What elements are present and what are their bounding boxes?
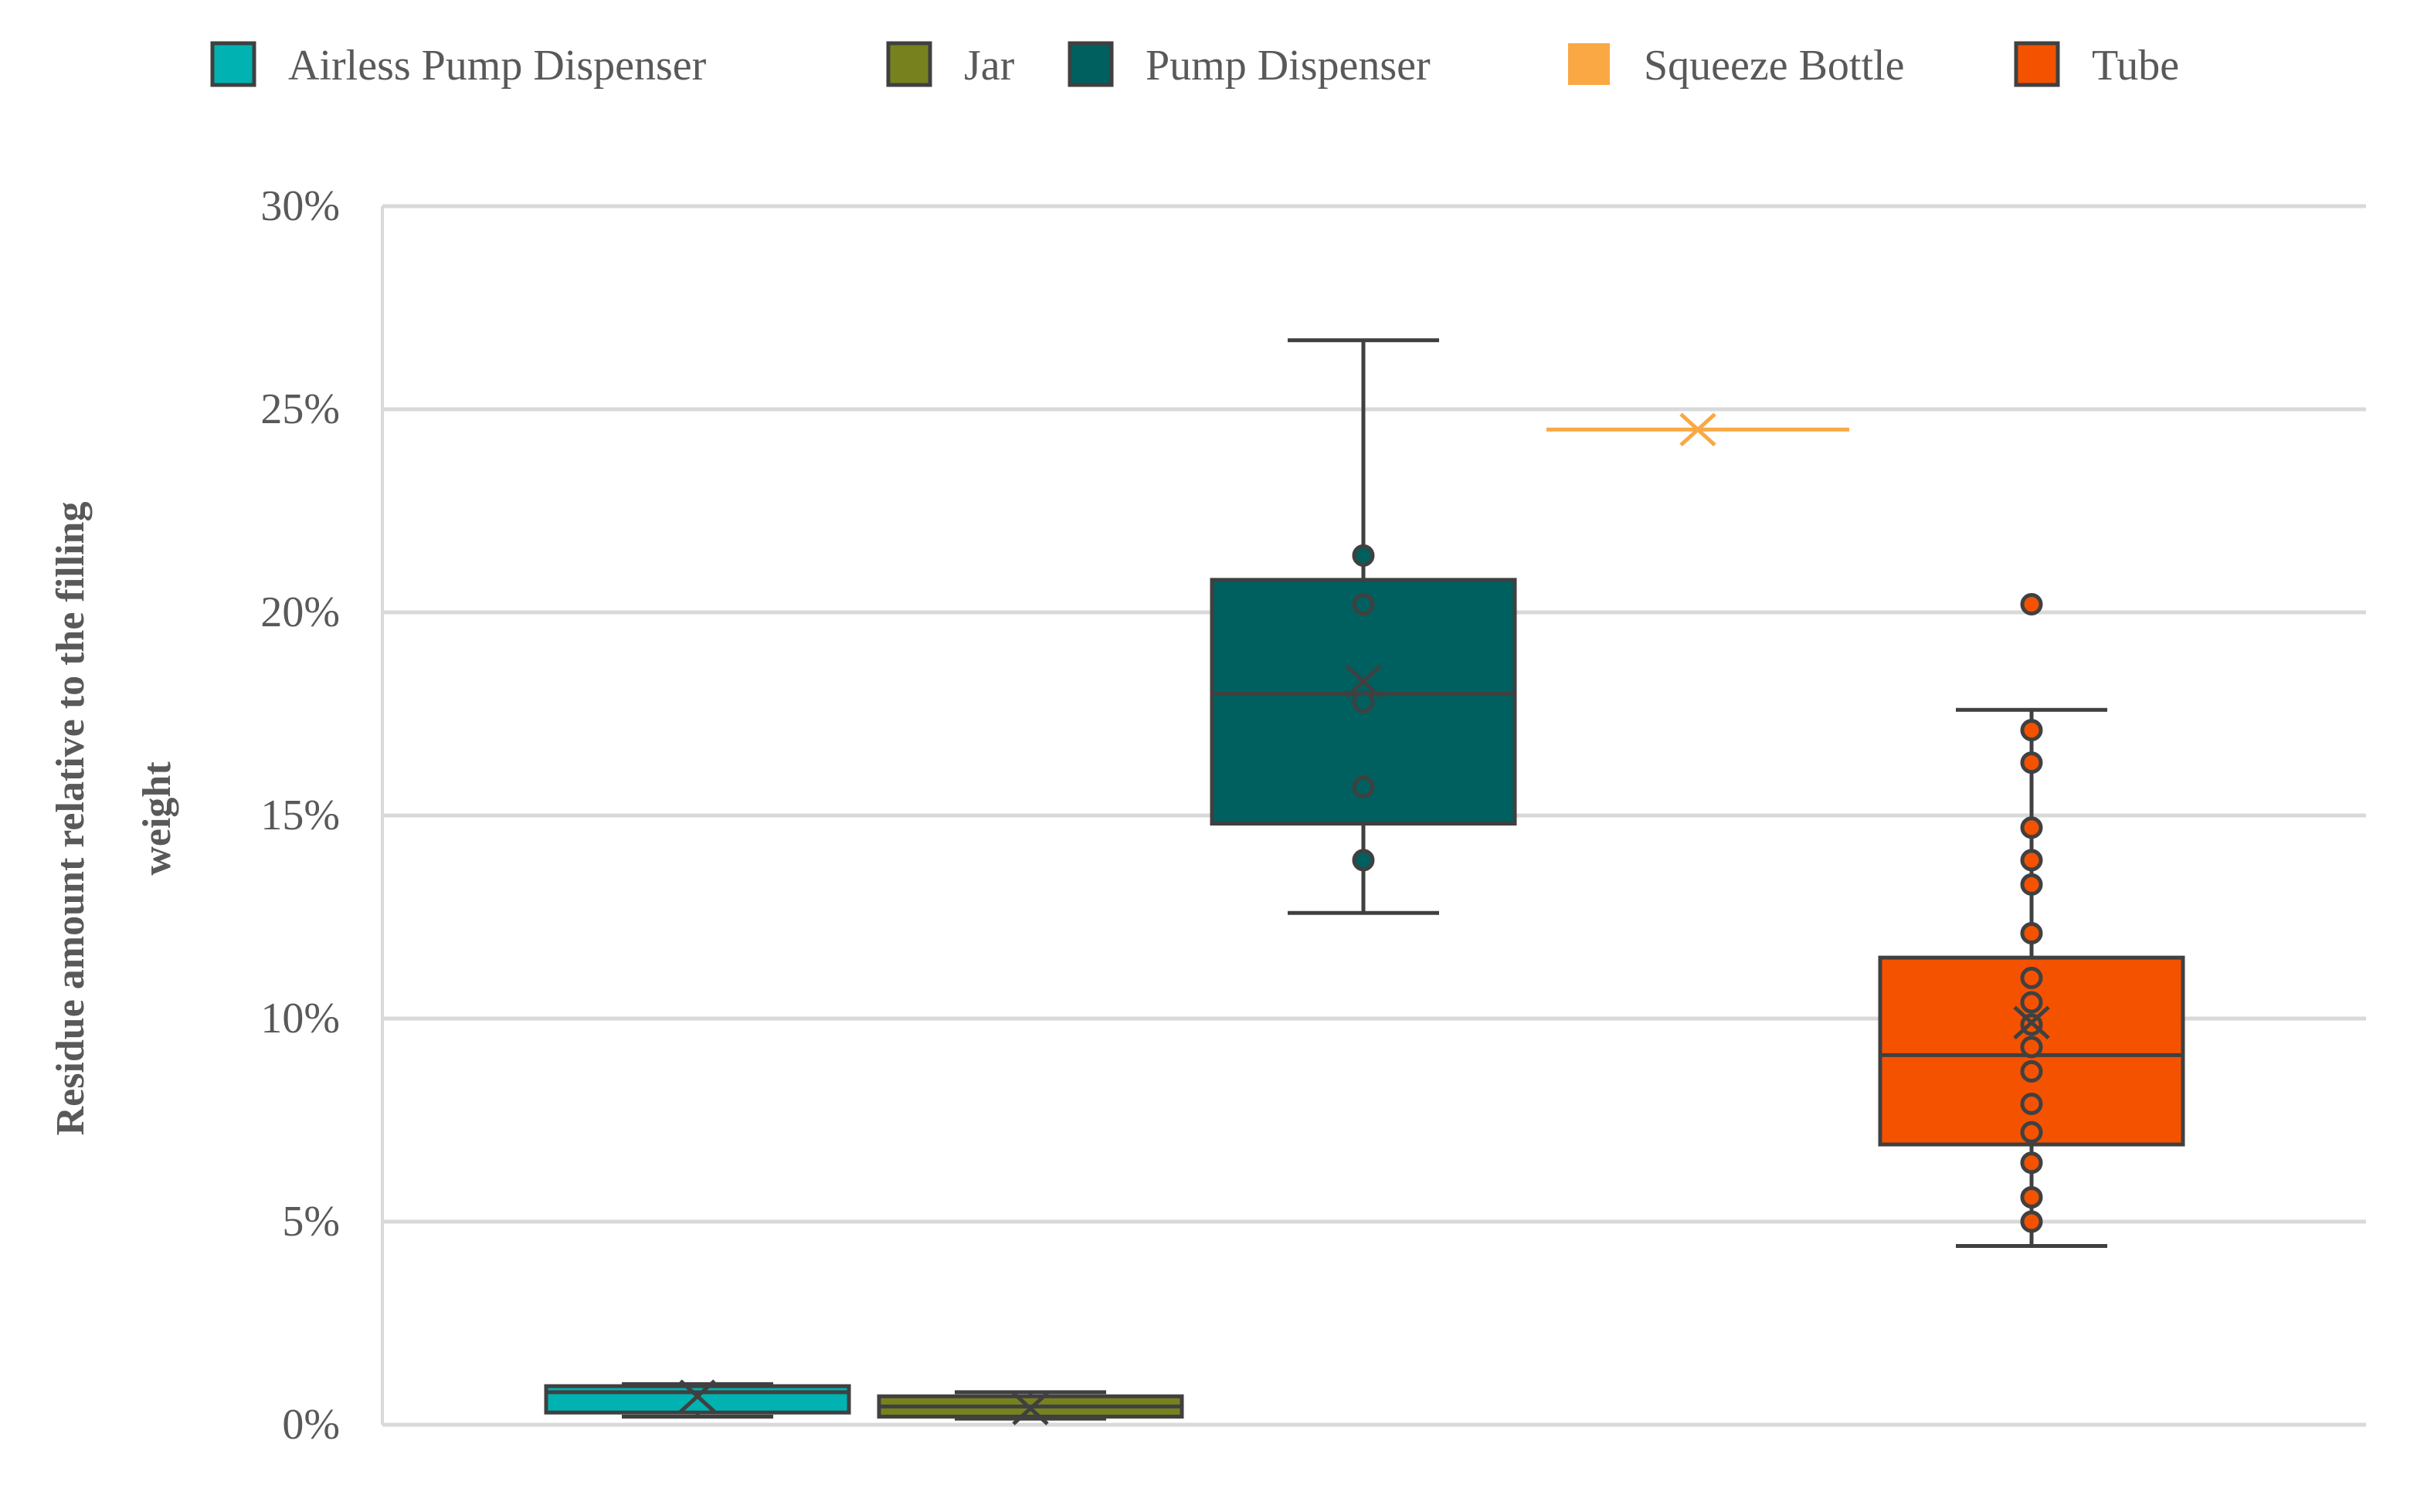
y-tick-label: 25% [260,385,340,433]
y-tick-label: 10% [260,995,340,1042]
data-point [1352,544,1375,567]
legend-label: Squeeze Bottle [1644,42,1904,90]
data-point [2020,816,2043,839]
box-body [544,1384,851,1415]
y-tick-label: 20% [260,588,340,636]
legend-swatch [1568,43,1610,85]
data-point [2020,991,2043,1014]
mean-marker [1012,1392,1049,1426]
data-point [1352,690,1375,714]
data-point [1352,775,1375,798]
data-point [2020,966,2043,989]
box-jar [877,1390,1184,1426]
legend-item-squeeze-bottle: Squeeze Bottle [1568,42,1904,90]
y-tick-label: 15% [260,792,340,839]
data-point [2020,1059,2043,1083]
data-point [2020,1036,2043,1059]
box-tube [1878,592,2185,1249]
y-tick-label: 5% [282,1198,340,1246]
data-point [2020,873,2043,896]
data-point [2020,592,2043,615]
legend-item-pump-dispenser: Pump Dispenser [1068,41,1431,90]
legend-swatch [210,41,256,87]
legend-swatch [2014,41,2060,87]
legend-item-airless-pump-dispenser: Airless Pump Dispenser [210,41,707,90]
legend-item-tube: Tube [2014,41,2179,90]
mean-marker [1345,664,1382,699]
data-point [2020,922,2043,945]
legend-label: Jar [964,42,1015,90]
y-axis-title-line-2: weight [135,761,179,876]
legend-label: Airless Pump Dispenser [288,42,707,90]
mean-marker [1679,412,1716,447]
mean-marker [679,1379,716,1414]
legend: Airless Pump Dispenser Jar Pump Dispenser S… [210,41,2179,90]
legend-swatch [1068,41,1114,87]
y-tick-label: 30% [260,182,340,230]
y-axis-title-line-1: Residue amount relative to the filling [49,502,93,1136]
y-tick-label: 0% [282,1401,340,1449]
box-airless-pump-dispenser [544,1379,851,1419]
boxes [544,338,2185,1426]
legend-label: Tube [2092,42,2179,90]
box-squeeze-bottle [1546,412,1849,447]
data-point [2020,1210,2043,1233]
data-point [2020,1120,2043,1144]
data-point [2020,1092,2043,1115]
legend-item-jar: Jar [886,41,1015,90]
data-point [2020,1151,2043,1175]
box-pump-dispenser [1210,338,1517,915]
mean-marker [2013,1005,2050,1040]
y-axis-ticks: 0% 5% 10% 15% 20% 25% 30% [260,182,340,1449]
legend-swatch [886,41,932,87]
data-point [2020,849,2043,872]
legend-label: Pump Dispenser [1146,42,1431,90]
data-point [2020,719,2043,742]
data-point [2020,1185,2043,1209]
data-point [2020,751,2043,775]
data-point [1352,592,1375,615]
data-point [1352,849,1375,872]
